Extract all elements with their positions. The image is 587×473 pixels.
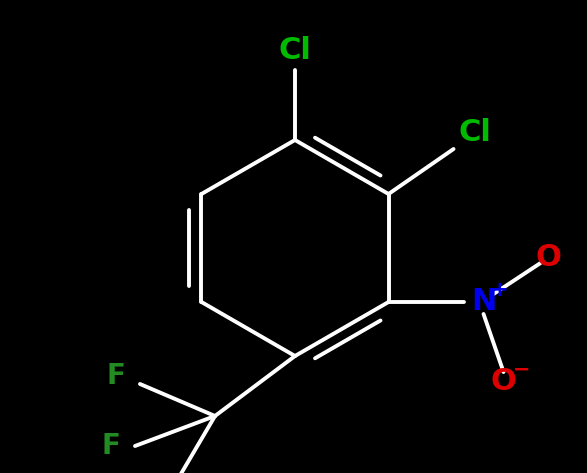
Text: N: N bbox=[471, 288, 496, 316]
Text: O: O bbox=[491, 368, 517, 396]
Text: O: O bbox=[535, 243, 562, 272]
Text: Cl: Cl bbox=[279, 36, 312, 65]
Text: +: + bbox=[491, 280, 508, 300]
Text: F: F bbox=[101, 432, 120, 460]
Text: Cl: Cl bbox=[458, 118, 491, 147]
Text: −: − bbox=[513, 360, 530, 380]
Text: F: F bbox=[106, 362, 125, 390]
